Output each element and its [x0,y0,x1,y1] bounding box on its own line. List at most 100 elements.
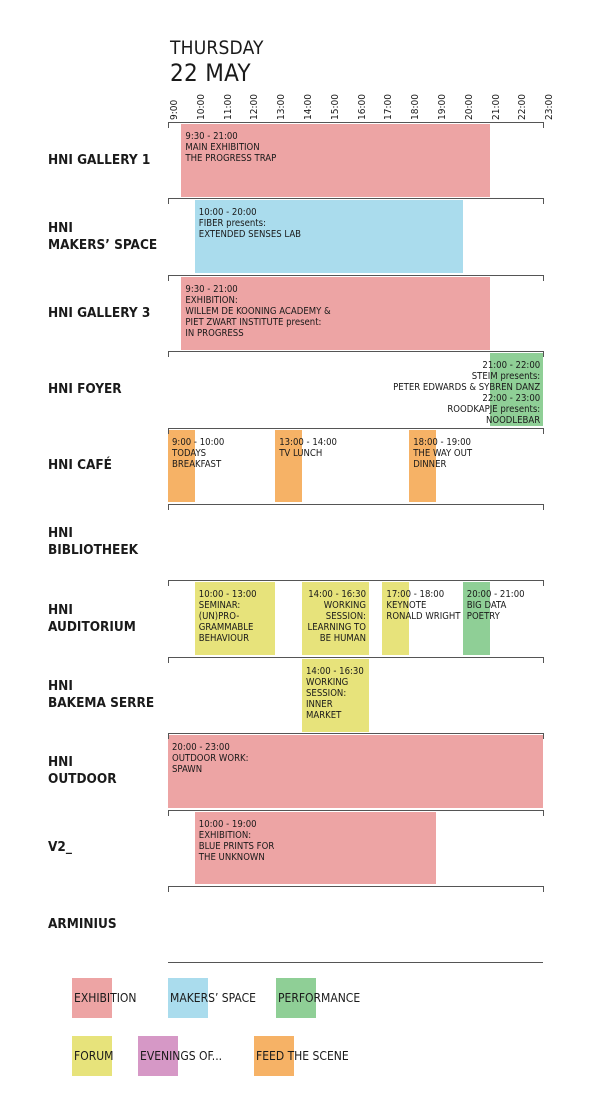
event-text: 9:30 - 21:00 EXHIBITION: WILLEM DE KOONI… [185,283,331,339]
row-divider [168,504,543,505]
event-text: 18:00 - 19:00 THE WAY OUT DINNER [413,436,473,470]
legend-swatch [168,978,208,1018]
legend-label: EVENINGS OF... [140,1049,223,1063]
hour-label: 10:00 [195,92,209,120]
row-tick [542,656,544,663]
row-divider [168,656,543,658]
row-tick [167,580,169,587]
hour-label-text: 21:00 [490,94,502,120]
room-label: HNI BAKEMA SERRE [48,678,155,711]
event-text: 10:00 - 13:00 SEMINAR: (UN)PRO- GRAMMABL… [198,589,257,645]
event-text: 10:00 - 19:00 EXHIBITION: BLUE PRINTS FO… [198,818,275,863]
legend-label: EXHIBITION [74,991,137,1005]
hour-label: 20:00 [463,92,477,120]
hour-label: 23:00 [544,92,557,120]
legend-label: MAKERS’ SPACE [170,991,256,1005]
hour-label-text: 22:00 [517,94,529,120]
day-heading: THURSDAY [170,37,264,59]
row-divider [168,122,543,123]
event-text: 10:00 - 20:00 FIBER presents: EXTENDED S… [198,207,302,241]
row-divider [168,809,543,811]
hour-label: 14:00 [303,92,316,120]
row-tick [542,504,544,510]
hour-label-text: 9:00 [169,99,180,120]
hour-label-text: 12:00 [249,94,261,120]
row-tick [542,886,544,892]
row-tick [542,274,544,281]
row-divider [168,962,543,964]
hour-label: 9:00 [169,92,182,120]
hour-label: 16:00 [356,92,370,120]
row-divider [168,427,543,429]
row-tick [542,427,544,434]
legend-swatch [72,1036,112,1076]
hour-label-text: 10:00 [195,94,207,120]
hour-label-text: 14:00 [303,94,314,120]
room-label: HNI GALLERY 3 [48,304,151,321]
hour-label-text: 13:00 [276,94,288,120]
row-tick [542,122,544,128]
hour-label: 21:00 [490,92,504,120]
room-label: ARMINIUS [48,915,117,932]
room-label: HNI OUTDOOR [48,754,117,788]
row-tick [542,809,544,816]
room-label: HNI BIBLIOTHEEK [48,525,139,559]
row-divider [168,886,543,887]
legend-swatch [138,1036,178,1076]
row-tick [167,656,169,663]
event-block [382,582,410,656]
event-block [275,429,302,503]
row-tick [167,351,169,358]
row-tick [542,733,544,740]
hour-label-text: 23:00 [544,94,556,120]
row-tick [167,122,169,128]
hour-label-text: 20:00 [463,94,475,120]
room-label: HNI CAFÉ [48,457,112,474]
event-block [194,582,276,656]
row-tick [542,198,544,205]
row-tick [167,274,169,281]
row-divider [168,733,543,735]
row-tick [167,733,169,740]
room-label: HNI GALLERY 1 [48,151,151,168]
room-label: HNI MAKERS’ SPACE [48,219,158,253]
room-label: V2_ [48,839,72,856]
hour-label-text: 11:00 [222,94,234,120]
event-text: 9:30 - 21:00 MAIN EXHIBITION THE PROGRES… [185,131,277,164]
event-text: 20:00 - 23:00 OUTDOOR WORK: SPAWN [172,742,249,776]
event-text: 14:00 - 16:30 WORKING SESSION: LEARNING … [307,589,366,645]
hour-label-text: 19:00 [437,94,448,120]
hour-label: 15:00 [330,92,343,120]
legend-label: FEED THE SCENE [256,1049,349,1063]
event-block [462,582,490,656]
hour-label: 17:00 [383,92,396,120]
event-text: 13:00 - 14:00 TV LUNCH [279,436,337,459]
hour-label: 12:00 [249,92,262,120]
row-divider [168,580,543,582]
hour-label-text: 16:00 [356,94,368,120]
event-block [194,200,463,274]
row-tick [542,580,544,587]
event-block [302,658,369,732]
event-text: 9:00 - 10:00 TODAYS BREAKFAST [172,436,225,470]
event-block [181,276,490,350]
hour-label: 19:00 [437,92,450,120]
event-block [181,124,490,197]
row-divider [168,351,543,353]
row-tick [167,198,169,205]
row-divider [168,198,543,200]
event-block [194,811,436,885]
hour-label: 18:00 [410,92,423,120]
hour-label-text: 18:00 [410,94,422,120]
row-divider [168,274,543,276]
event-text: 17:00 - 18:00 KEYNOTE RONALD WRIGHT [386,589,461,623]
legend-swatch [254,1036,294,1076]
event-block [409,429,436,503]
event-block [168,429,195,503]
room-label: HNI FOYER [48,380,122,397]
row-tick [167,809,169,816]
legend-swatch [72,978,112,1018]
row-tick [542,351,544,358]
event-block [302,582,369,656]
event-block [168,735,544,809]
